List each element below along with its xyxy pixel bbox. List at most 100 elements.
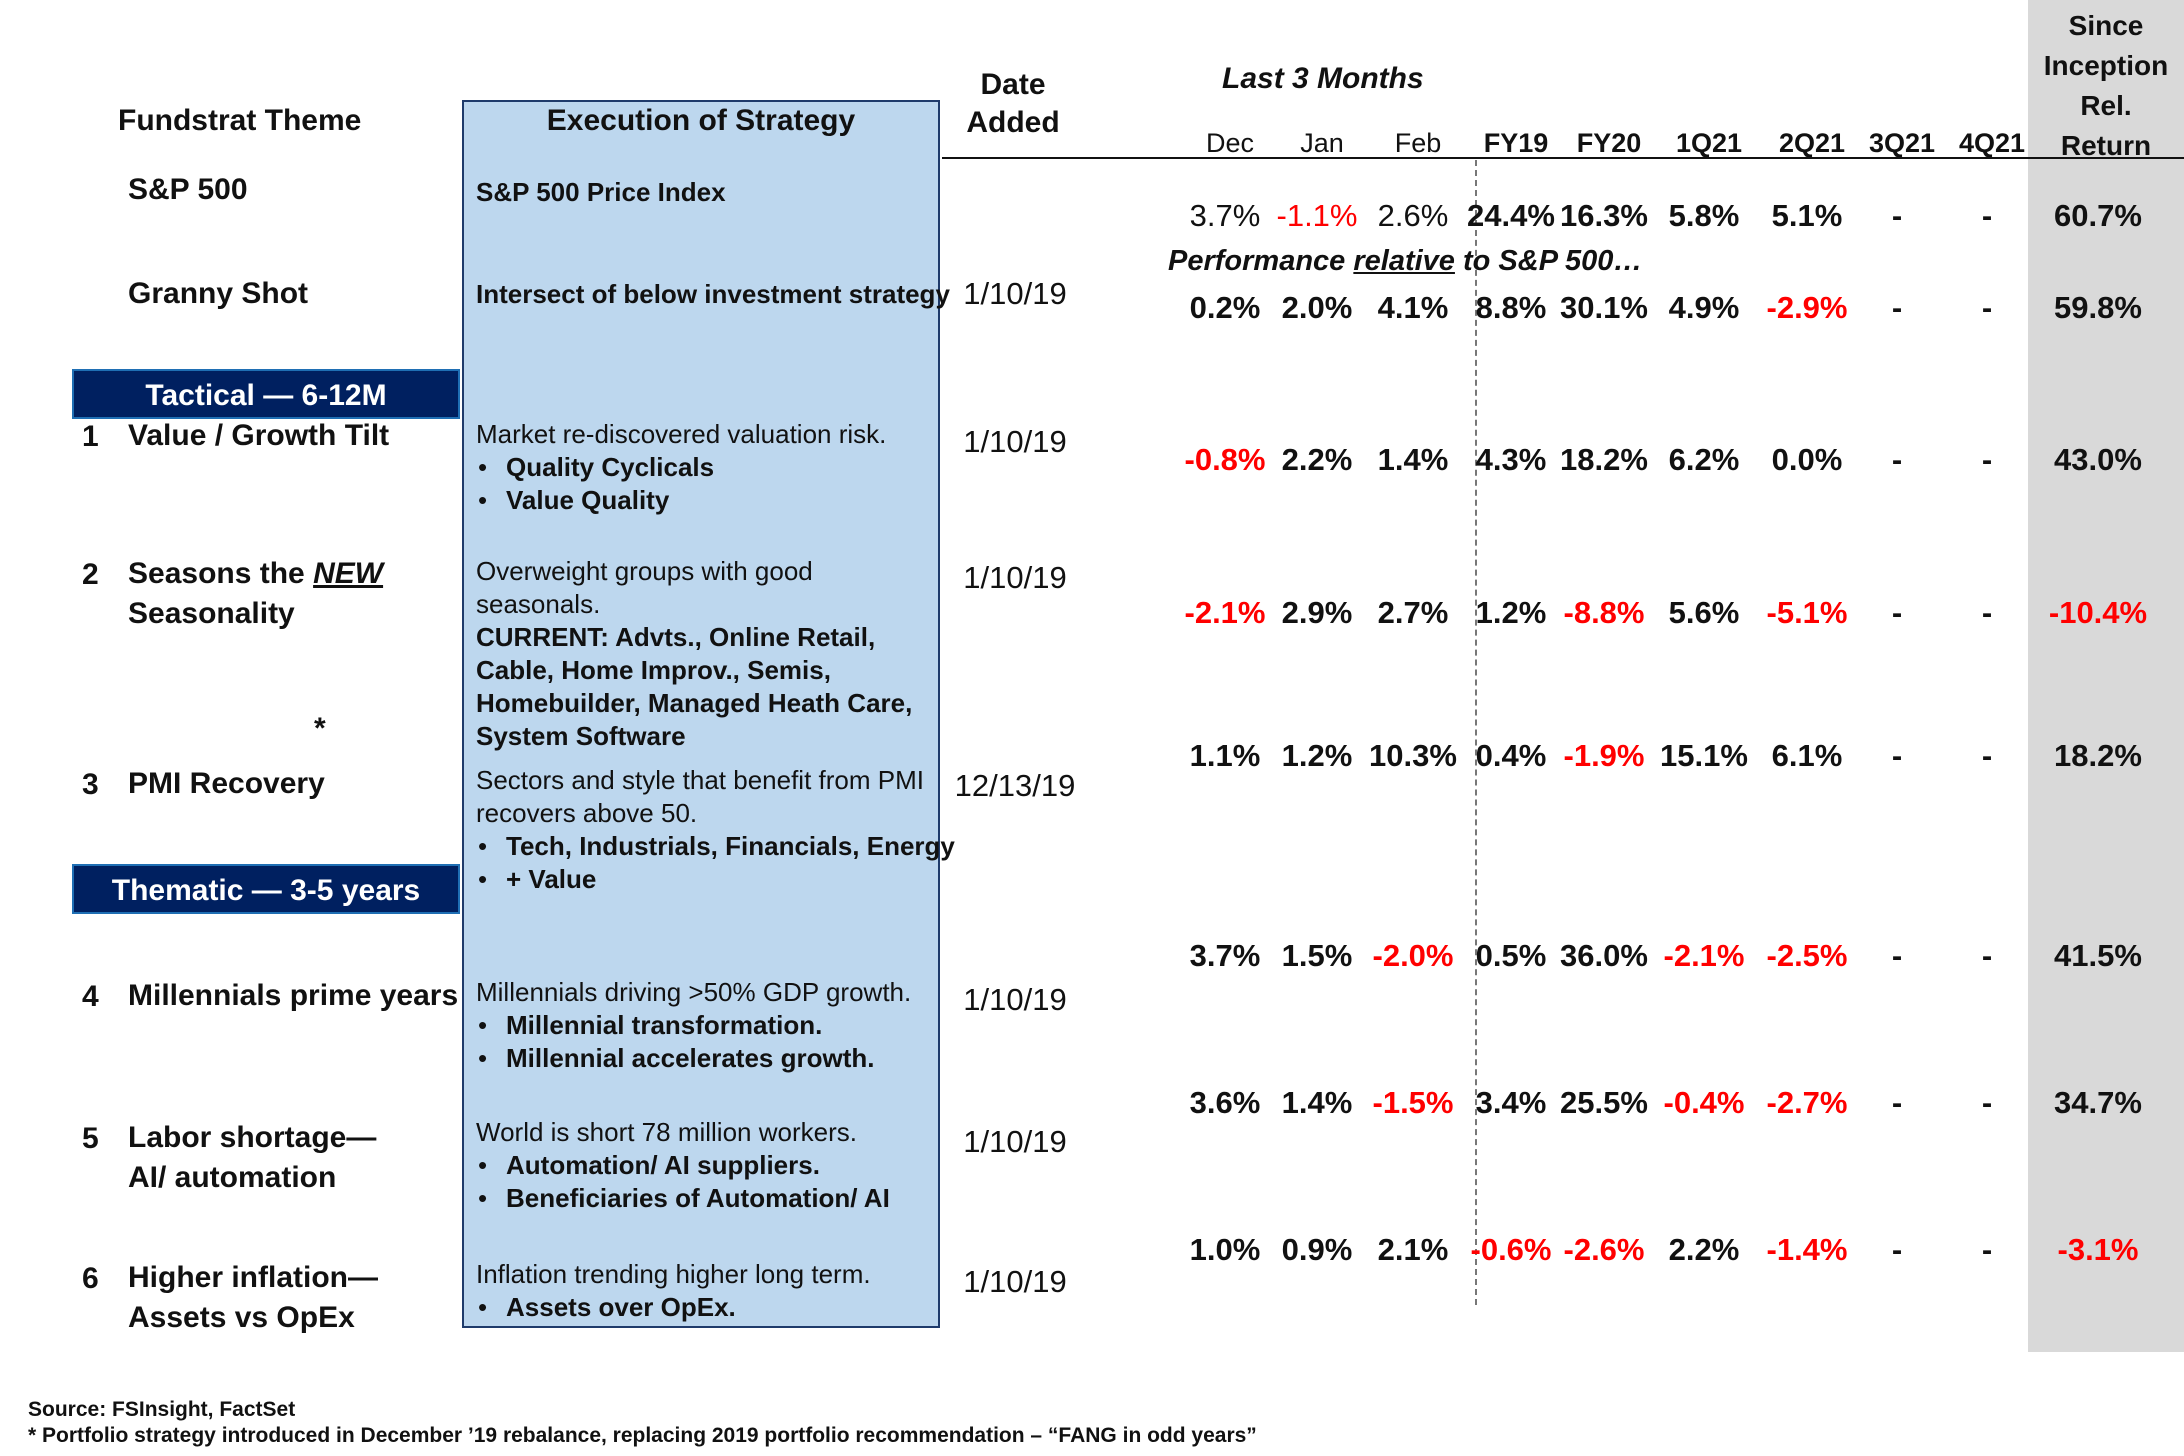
- perf-value: 0.5%: [1475, 938, 1547, 973]
- date-added: 12/13/19: [954, 768, 1076, 803]
- perf-value: 4.1%: [1377, 290, 1449, 325]
- theme-name: S&P 500: [128, 170, 248, 210]
- perf-value: 1.5%: [1281, 938, 1353, 973]
- execution-description: Sectors and style that benefit from PMI r…: [476, 764, 955, 896]
- theme-number: 2: [82, 558, 99, 591]
- perf-value: -: [1981, 442, 1993, 477]
- perf-value: 36.0%: [1560, 938, 1648, 973]
- perf-value: 1.4%: [1281, 1085, 1353, 1120]
- relative-performance-note: Performance relative to S&P 500…: [1168, 245, 1642, 278]
- asterisk-marker: *: [314, 712, 326, 745]
- perf-value: 2.9%: [1281, 595, 1353, 630]
- theme-name: Granny Shot: [128, 274, 308, 314]
- column-header-fy19: FY19: [1483, 128, 1549, 158]
- header-date-line1: Date: [980, 68, 1046, 101]
- theme-name-line: Assets vs OpEx: [128, 1301, 355, 1334]
- note-underlined: relative: [1353, 245, 1455, 277]
- execution-bullets: Millennial transformation.Millennial acc…: [476, 1009, 911, 1075]
- execution-bullets: Automation/ AI suppliers.Beneficiaries o…: [476, 1149, 890, 1215]
- execution-bullet: Quality Cyclicals: [478, 451, 886, 484]
- perf-value: -0.6%: [1470, 1232, 1552, 1267]
- date-added: 1/10/19: [963, 424, 1067, 459]
- perf-value: -: [1981, 1232, 1993, 1267]
- perf-value: -: [1981, 290, 1993, 325]
- perf-value: 8.8%: [1475, 290, 1547, 325]
- execution-description: S&P 500 Price Index: [476, 176, 726, 209]
- execution-description: Market re-discovered valuation risk.Qual…: [476, 418, 886, 517]
- perf-value: 0.4%: [1475, 738, 1547, 773]
- execution-plain-line: Market re-discovered valuation risk.: [476, 419, 887, 449]
- theme-name: PMI Recovery: [128, 764, 325, 804]
- theme-name-line: PMI Recovery: [128, 767, 325, 800]
- perf-value: 18.2%: [1560, 442, 1648, 477]
- perf-value: 15.1%: [1660, 738, 1748, 773]
- section-thematic: Thematic — 3-5 years: [72, 864, 460, 914]
- execution-bullet: Assets over OpEx.: [478, 1291, 871, 1324]
- theme-number: 3: [82, 768, 99, 801]
- column-header-jan: Jan: [1300, 128, 1344, 158]
- perf-value: -2.1%: [1184, 595, 1266, 630]
- perf-value: 30.1%: [1560, 290, 1648, 325]
- theme-name: Millennials prime years: [128, 976, 458, 1016]
- theme-name-part: Seasons the: [128, 557, 314, 590]
- perf-value: 2.7%: [1377, 595, 1449, 630]
- perf-value: 0.9%: [1281, 1232, 1353, 1267]
- perf-value: -1.4%: [1766, 1232, 1848, 1267]
- execution-bold-line: Homebuilder, Managed Heath Care,: [476, 688, 913, 718]
- theme-name: Labor shortage— AI/ automation: [128, 1118, 376, 1198]
- perf-value: 43.0%: [2054, 442, 2142, 477]
- execution-bullet: + Value: [478, 863, 955, 896]
- execution-bullets: Tech, Industrials, Financials, Energy+ V…: [476, 830, 955, 896]
- perf-value: 3.7%: [1189, 938, 1261, 973]
- column-header-fy20: FY20: [1576, 128, 1642, 158]
- perf-value: -8.8%: [1563, 595, 1645, 630]
- fy-divider-line: [1475, 160, 1477, 1305]
- date-added: 1/10/19: [963, 1264, 1067, 1299]
- theme-name-line: S&P 500: [128, 173, 248, 206]
- perf-value: 2.2%: [1668, 1232, 1740, 1267]
- column-header-4q21: 4Q21: [1958, 128, 2026, 158]
- execution-plain-line: recovers above 50.: [476, 798, 698, 828]
- execution-plain-line: Inflation trending higher long term.: [476, 1259, 871, 1289]
- perf-value: 3.6%: [1189, 1085, 1261, 1120]
- execution-bold-line: Cable, Home Improv., Semis,: [476, 655, 831, 685]
- perf-value: -: [1891, 1232, 1903, 1267]
- theme-name-line: Granny Shot: [128, 277, 309, 310]
- perf-value: -: [1891, 198, 1903, 233]
- date-added: 1/10/19: [963, 1124, 1067, 1159]
- perf-value: 0.0%: [1771, 442, 1843, 477]
- perf-value: -0.8%: [1184, 442, 1266, 477]
- header-date-added: Date Added: [950, 66, 1076, 142]
- perf-value: -2.1%: [1663, 938, 1745, 973]
- section-tactical: Tactical — 6-12M: [72, 369, 460, 419]
- since-line3: Rel.: [2080, 90, 2132, 121]
- since-line2: Inception: [2043, 50, 2169, 81]
- perf-value: -: [1891, 938, 1903, 973]
- execution-description: Intersect of below investment strategy: [476, 278, 950, 311]
- perf-value: 6.1%: [1771, 738, 1843, 773]
- perf-value: 10.3%: [1369, 738, 1457, 773]
- execution-bullet: Tech, Industrials, Financials, Energy: [478, 830, 955, 863]
- execution-strategy-box: [462, 100, 940, 1328]
- execution-bullet: Automation/ AI suppliers.: [478, 1149, 890, 1182]
- perf-value: 2.2%: [1281, 442, 1353, 477]
- perf-value: 34.7%: [2054, 1085, 2142, 1120]
- perf-value: 1.4%: [1377, 442, 1449, 477]
- header-since-inception: Since Inception Rel. Return: [2028, 6, 2184, 166]
- perf-value: -: [1891, 595, 1903, 630]
- perf-value: -: [1891, 442, 1903, 477]
- execution-description: Overweight groups with good seasonals. CUR…: [476, 555, 912, 753]
- execution-bold-line: CURRENT: Advts., Online Retail,: [476, 622, 876, 652]
- perf-value: 0.2%: [1189, 290, 1261, 325]
- header-last-3-months: Last 3 Months: [1222, 62, 1424, 95]
- since-inception-column-bg: [2028, 0, 2184, 1352]
- execution-plain-line: Overweight groups with good: [476, 556, 813, 586]
- perf-value: -: [1981, 595, 1993, 630]
- execution-bullet: Beneficiaries of Automation/ AI: [478, 1182, 890, 1215]
- column-header-2q21: 2Q21: [1778, 128, 1846, 158]
- perf-value: 3.7%: [1189, 198, 1261, 233]
- perf-value: -: [1981, 1085, 1993, 1120]
- execution-plain-line: Millennials driving >50% GDP growth.: [476, 977, 912, 1007]
- perf-value: -: [1891, 1085, 1903, 1120]
- perf-value: 5.6%: [1668, 595, 1740, 630]
